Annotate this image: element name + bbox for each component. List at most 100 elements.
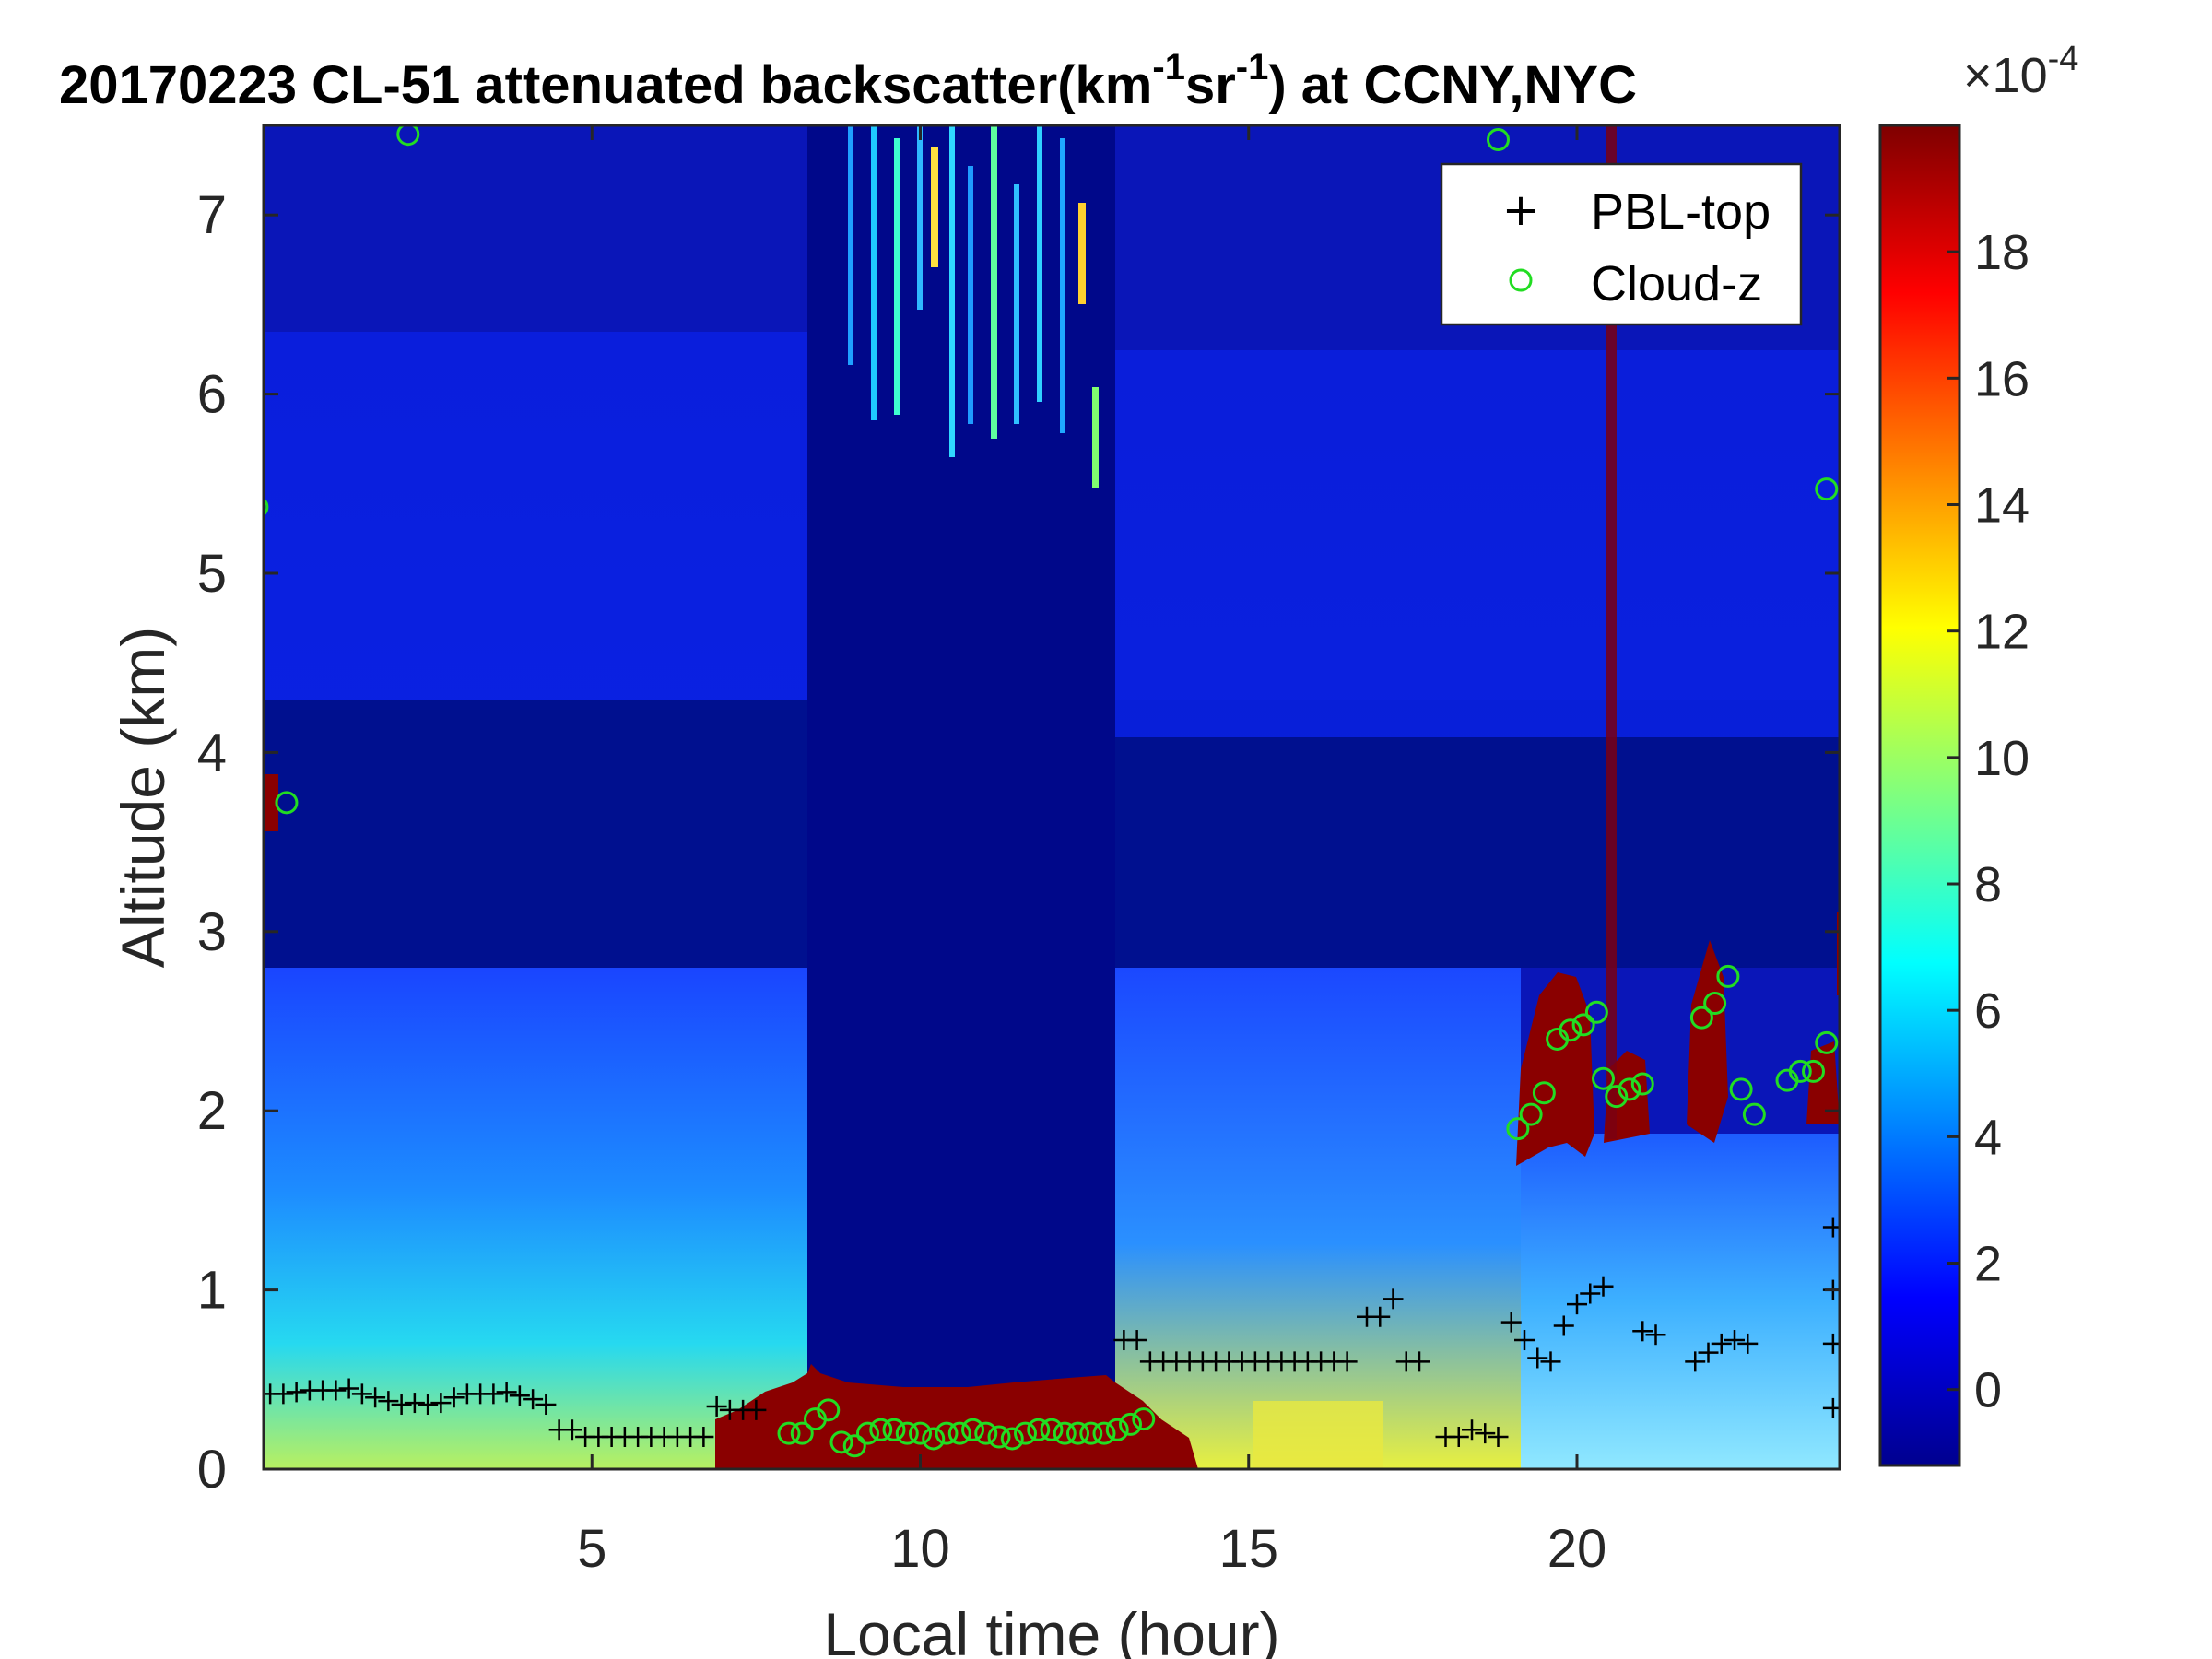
pbl-top-point (378, 1391, 399, 1412)
colorbar-exponent-base: 10 (1993, 48, 2048, 103)
cloud-z-point (987, 1425, 1011, 1449)
cloud-z-point (1079, 1421, 1103, 1445)
title-mid: sr (1185, 55, 1236, 115)
chart-title: 20170223 CL-51 attenuated backscatter(km… (59, 47, 1637, 115)
pbl-top-point (365, 1387, 386, 1408)
cloud-z-point (947, 1421, 971, 1445)
cloud-z-point (1788, 1059, 1812, 1083)
cloud-z-point (790, 1421, 814, 1445)
cloud-z-point (777, 1421, 801, 1445)
colorbar-tick-label: 14 (1974, 478, 2030, 534)
cloud-z-point (1559, 1018, 1583, 1042)
cloud-z-point (1053, 1421, 1077, 1445)
pbl-top-point (418, 1394, 439, 1416)
legend-marker-pbl: + (1502, 184, 1539, 236)
title-main: 20170223 CL-51 attenuated backscatter(km (59, 55, 1152, 115)
cloud-z-point (1519, 1102, 1543, 1126)
pbl-top-point (1632, 1321, 1653, 1342)
pbl-top-point (706, 1395, 727, 1417)
pbl-top-point (1724, 1330, 1745, 1351)
pbl-top-point (430, 1393, 452, 1414)
y-tick-label: 6 (197, 365, 227, 425)
cloud-z-point (1571, 1013, 1595, 1037)
y-tick-label: 0 (197, 1440, 227, 1500)
pbl-top-point (1737, 1333, 1759, 1354)
cloud-z-point (264, 497, 269, 517)
pbl-top-point (1462, 1419, 1482, 1441)
legend: + PBL-top Cloud-z (1440, 162, 1803, 326)
colorbar-tick-label: 16 (1974, 351, 2030, 406)
cloud-z-point (909, 1421, 932, 1445)
legend-box (1440, 162, 1803, 326)
pbl-top-point (523, 1389, 544, 1410)
cloud-z-point (1119, 1412, 1142, 1436)
heatmap-upper-haze (264, 332, 807, 700)
cloud-z-point (1592, 1066, 1615, 1090)
cloud-z-point (1729, 1077, 1753, 1101)
pbl-top-point (561, 1419, 582, 1441)
cloud-z-point (1618, 1077, 1641, 1101)
cloud-z-point (396, 125, 420, 147)
pbl-top-point (1488, 1427, 1509, 1448)
pbl-top-point (1685, 1351, 1706, 1372)
heatmap-yellow-patch (1253, 1401, 1382, 1469)
pbl-top-point (1698, 1342, 1719, 1363)
pbl-top-point (693, 1427, 714, 1448)
x-tick-label: 5 (577, 1519, 606, 1579)
cloud-z-point (1605, 1085, 1629, 1109)
colorbar-tick-label: 6 (1974, 983, 2002, 1039)
x-tick-label: 15 (1218, 1519, 1278, 1579)
colorbar-exponent-x: × (1963, 48, 1993, 103)
cloud-z-point (869, 1418, 893, 1441)
cloud-z-point (817, 1398, 841, 1422)
heatmap-dark-column (807, 125, 1115, 1469)
pbl-top-point (404, 1393, 425, 1414)
svg-text:20170223 CL-51 attenuated bac: 20170223 CL-51 attenuated backscatter(km… (59, 47, 1637, 115)
title-end: ) at CCNY,NYC (1268, 55, 1637, 115)
x-axis: 5 10 15 20 (577, 125, 1606, 1579)
heatmap-lower-right (1115, 968, 1521, 1469)
pbl-top-point (1527, 1347, 1548, 1369)
pbl-top-point (325, 1380, 347, 1401)
pbl-top-point (1500, 1312, 1522, 1333)
pbl-top-point (286, 1382, 307, 1403)
cloud-z-point (830, 1430, 853, 1454)
pbl-top-point (1822, 1397, 1840, 1418)
cloud-z-point (1689, 1006, 1713, 1030)
cloud-z-point (895, 1421, 919, 1445)
pbl-top-point (443, 1387, 465, 1408)
y-tick-label: 4 (197, 723, 227, 782)
y-tick-label: 3 (197, 902, 227, 962)
cloud-z-point (1630, 1072, 1654, 1096)
cloud-z-point (1506, 1117, 1530, 1141)
y-tick-label: 2 (197, 1081, 227, 1141)
cloud-z-point (922, 1427, 946, 1451)
colorbar-ticks: 0 2 4 6 8 10 12 14 16 18 (1947, 225, 2030, 1418)
plot-area (264, 125, 1840, 1469)
pbl-top-point (1409, 1351, 1430, 1372)
cloud-z-point (1000, 1427, 1024, 1451)
pbl-top-point (1567, 1294, 1587, 1315)
cloud-z-point (856, 1421, 879, 1445)
pbl-top-point (746, 1399, 767, 1420)
cloud-z-point (961, 1418, 984, 1441)
cloud-z-point (1487, 128, 1510, 152)
legend-label-pbl: PBL-top (1591, 184, 1771, 240)
pbl-top-point (1553, 1315, 1574, 1336)
pbl-top-point (1645, 1324, 1666, 1346)
cloud-z-point (1092, 1421, 1116, 1445)
heatmap-upper-haze-right (1115, 350, 1840, 737)
pbl-top-point (351, 1383, 372, 1405)
pbl-top-point (1475, 1423, 1496, 1444)
pbl-top-point (1126, 1330, 1147, 1351)
axes-box (262, 124, 1841, 1471)
colorbar-tick-label: 8 (1974, 857, 2002, 912)
colorbar-exponent-power: -4 (2048, 40, 2079, 78)
pbl-top-point (1593, 1276, 1614, 1297)
colorbar-tick-label: 4 (1974, 1110, 2002, 1165)
y-tick-label: 7 (197, 185, 227, 245)
colorbar-tick-label: 10 (1974, 731, 2030, 786)
pbl-top-point (483, 1383, 504, 1405)
